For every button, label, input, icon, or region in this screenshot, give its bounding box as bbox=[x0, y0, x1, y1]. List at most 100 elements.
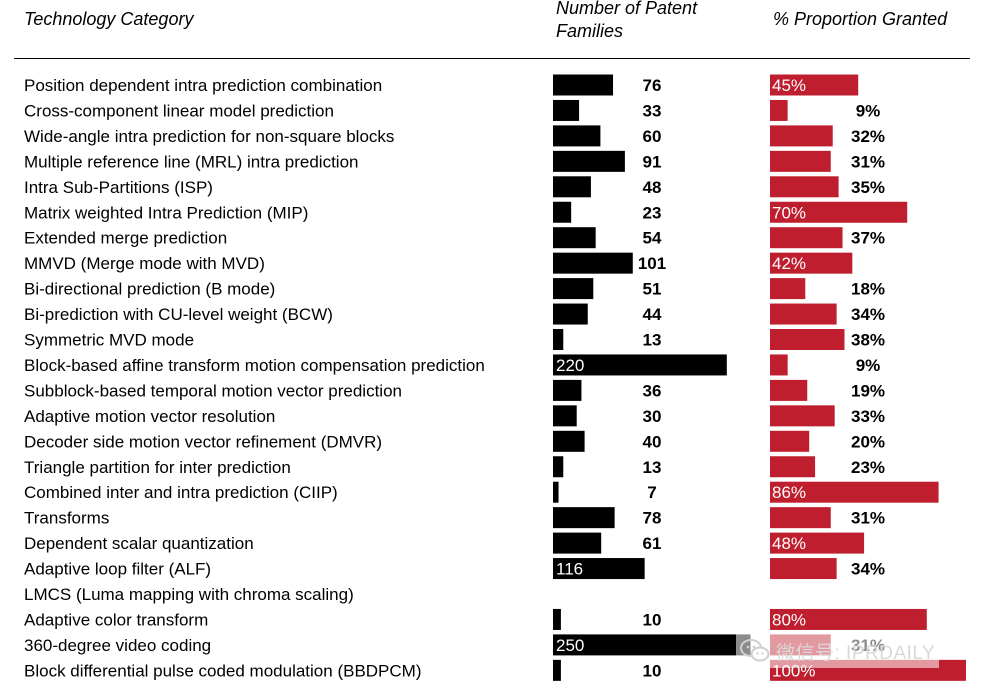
granted-percent-label: 31% bbox=[851, 509, 885, 528]
granted-percent-bar bbox=[770, 176, 839, 198]
patent-count-bar bbox=[553, 329, 564, 350]
category-label: Triangle partition for inter prediction bbox=[24, 458, 291, 477]
patent-count-label: 60 bbox=[643, 127, 662, 146]
patent-count-bar bbox=[553, 634, 751, 656]
patent-count-bar bbox=[553, 354, 727, 376]
granted-percent-label: 38% bbox=[851, 331, 885, 350]
granted-percent-label: 34% bbox=[851, 305, 885, 324]
patent-count-label: 40 bbox=[643, 432, 662, 451]
patent-count-label: 78 bbox=[643, 509, 662, 528]
granted-percent-bar bbox=[770, 507, 831, 529]
patent-count-label: 91 bbox=[643, 152, 662, 171]
granted-percent-bar bbox=[770, 227, 843, 249]
granted-percent-bar bbox=[770, 558, 837, 580]
patent-count-label: 54 bbox=[643, 229, 662, 248]
granted-percent-bar bbox=[770, 303, 837, 325]
granted-percent-label: 19% bbox=[851, 381, 885, 400]
patent-count-bar bbox=[553, 379, 582, 401]
granted-percent-label: 70% bbox=[772, 203, 806, 222]
granted-percent-bar bbox=[770, 150, 831, 172]
patent-count-label: 61 bbox=[643, 534, 662, 553]
category-label: LMCS (Luma mapping with chroma scaling) bbox=[24, 585, 354, 604]
patent-count-bar bbox=[553, 176, 591, 198]
patent-count-label: 23 bbox=[643, 203, 662, 222]
category-label: Intra Sub-Partitions (ISP) bbox=[24, 178, 213, 197]
patent-count-label: 116 bbox=[556, 560, 583, 579]
wechat-icon bbox=[740, 639, 770, 662]
granted-percent-bar bbox=[770, 252, 853, 274]
patent-count-label: 13 bbox=[643, 458, 662, 477]
granted-percent-label: 86% bbox=[772, 483, 806, 502]
patent-count-bar bbox=[553, 227, 596, 249]
patent-count-bar bbox=[553, 558, 645, 580]
category-label: Bi-directional prediction (B mode) bbox=[24, 280, 275, 299]
granted-percent-bar bbox=[770, 125, 833, 147]
patent-count-bar bbox=[553, 201, 572, 223]
granted-percent-label: 33% bbox=[851, 407, 885, 426]
category-label: MMVD (Merge mode with MVD) bbox=[24, 254, 265, 273]
category-label: 360-degree video coding bbox=[24, 636, 211, 655]
category-label: Decoder side motion vector refinement (D… bbox=[24, 432, 382, 451]
header-proportion-granted: % Proportion Granted bbox=[773, 9, 948, 29]
header-number-of-patent-families: Number of Patent Families bbox=[556, 0, 698, 41]
patent-count-label: 33 bbox=[643, 101, 662, 120]
patent-count-label: 44 bbox=[643, 305, 662, 324]
granted-percent-bar bbox=[770, 201, 908, 223]
header-technology-category: Technology Category bbox=[24, 9, 194, 29]
granted-percent-label: 32% bbox=[851, 127, 885, 146]
category-label: Extended merge prediction bbox=[24, 229, 227, 248]
granted-percent-label: 34% bbox=[851, 560, 885, 579]
patent-count-label: 30 bbox=[643, 407, 662, 426]
granted-percent-bar bbox=[770, 456, 816, 478]
patent-count-bar bbox=[553, 125, 601, 147]
category-label: Transforms bbox=[24, 509, 109, 528]
granted-percent-label: 37% bbox=[851, 229, 885, 248]
category-label: Dependent scalar quantization bbox=[24, 534, 254, 553]
watermark-text: 微信号: IPRDAILY bbox=[776, 642, 936, 664]
granted-percent-label: 23% bbox=[851, 458, 885, 477]
granted-percent-label: 9% bbox=[856, 101, 881, 120]
patent-count-bar bbox=[553, 608, 561, 630]
patent-count-bar bbox=[553, 481, 559, 503]
granted-percent-bar bbox=[770, 481, 939, 503]
granted-percent-label: 48% bbox=[772, 534, 806, 553]
category-label: Adaptive loop filter (ALF) bbox=[24, 560, 211, 579]
patent-count-bar bbox=[553, 659, 561, 681]
category-label: Block differential pulse coded modulatio… bbox=[24, 661, 422, 680]
granted-percent-label: 20% bbox=[851, 432, 885, 451]
patent-count-label: 10 bbox=[643, 661, 662, 680]
patent-count-bar bbox=[553, 507, 615, 529]
granted-percent-label: 45% bbox=[772, 76, 806, 95]
patent-count-bar bbox=[553, 430, 585, 452]
category-label: Cross-component linear model prediction bbox=[24, 101, 334, 120]
granted-percent-bar bbox=[770, 329, 845, 350]
granted-percent-bar bbox=[770, 405, 835, 427]
patent-count-label: 220 bbox=[556, 356, 584, 375]
granted-percent-bar bbox=[770, 74, 859, 96]
patent-count-label: 10 bbox=[643, 610, 662, 629]
patent-count-bar bbox=[553, 74, 614, 96]
category-label: Bi-prediction with CU-level weight (BCW) bbox=[24, 305, 333, 324]
patent-count-label: 250 bbox=[556, 636, 584, 655]
granted-percent-bar bbox=[770, 354, 788, 376]
category-label: Position dependent intra prediction comb… bbox=[24, 76, 382, 95]
granted-percent-bar bbox=[770, 608, 927, 630]
patent-count-bar bbox=[553, 405, 577, 427]
granted-percent-bar bbox=[770, 532, 865, 554]
patent-count-bar bbox=[553, 99, 580, 121]
granted-percent-label: 18% bbox=[851, 280, 885, 299]
patent-count-bar bbox=[553, 456, 564, 478]
category-label: Multiple reference line (MRL) intra pred… bbox=[24, 152, 358, 171]
category-label: Adaptive color transform bbox=[24, 610, 208, 629]
granted-percent-bar bbox=[770, 99, 788, 121]
patent-count-bar bbox=[553, 532, 602, 554]
category-label: Block-based affine transform motion comp… bbox=[24, 356, 485, 375]
category-label: Symmetric MVD mode bbox=[24, 331, 194, 350]
patent-count-label: 48 bbox=[643, 178, 662, 197]
granted-percent-label: 9% bbox=[856, 356, 881, 375]
granted-percent-label: 80% bbox=[772, 610, 806, 629]
patent-count-label: 7 bbox=[647, 483, 656, 502]
category-label: Wide-angle intra prediction for non-squa… bbox=[24, 127, 394, 146]
granted-percent-bar bbox=[770, 430, 810, 452]
